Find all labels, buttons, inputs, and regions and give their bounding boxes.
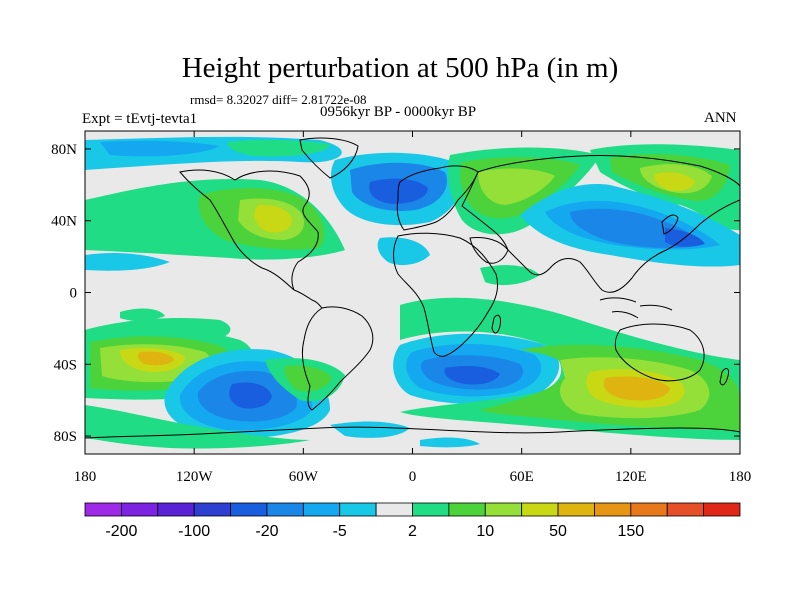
x-tick-label: 180 <box>74 469 97 485</box>
y-tick-label: 40N <box>51 214 77 230</box>
field-northeast-asia-positive-peak <box>654 172 695 191</box>
y-axis-ticks: 80N 40N 0 40S 80S <box>51 142 740 445</box>
colorbar: -200 -100 -20 -5 2 10 50 150 <box>84 502 741 540</box>
colorbar-swatch <box>594 502 632 517</box>
rmsd-diff-stats: rmsd= 8.32027 diff= 2.81722e-08 <box>190 92 367 107</box>
colorbar-swatch <box>84 502 122 517</box>
colorbar-label: 50 <box>549 523 567 540</box>
colorbar-swatch <box>230 502 268 517</box>
coastline-central-america <box>293 289 323 309</box>
colorbar-label: -200 <box>105 523 137 540</box>
colorbar-label: 10 <box>476 523 494 540</box>
coastline-new-zealand <box>719 368 729 386</box>
coastline-antarctica <box>85 426 740 439</box>
field-antarctic-negative <box>330 421 410 438</box>
coastline-arabia <box>469 237 509 264</box>
coastline-south-america <box>301 306 374 411</box>
colorbar-swatch <box>448 502 486 517</box>
field-australia-positive-peak <box>603 376 670 401</box>
coastline-europe <box>396 165 479 231</box>
colorbar-swatch <box>666 502 705 517</box>
colorbar-swatch <box>412 502 450 517</box>
coastline-greenland <box>299 137 359 179</box>
field-central-north-atlantic-negative <box>377 237 430 266</box>
coastline-north-america <box>179 169 319 291</box>
field-south-asia-positive <box>480 265 540 286</box>
y-tick-label: 0 <box>70 286 78 302</box>
colorbar-label: -100 <box>178 523 210 540</box>
x-tick-label: 60E <box>510 469 534 485</box>
colorbar-swatch <box>557 502 595 517</box>
x-tick-label: 120E <box>615 469 647 485</box>
colorbar-swatch <box>703 502 741 517</box>
field-west-pacific-negative <box>85 252 170 271</box>
field-antarctic-east-negative <box>420 437 480 448</box>
coastlines <box>85 137 740 439</box>
field-south-indian-negative-core <box>444 366 500 385</box>
colorbar-swatch <box>630 502 668 517</box>
colorbar-swatch <box>484 502 523 517</box>
colorbar-label: 2 <box>408 523 417 540</box>
colorbar-swatch <box>266 502 304 517</box>
x-tick-label: 60W <box>289 469 319 485</box>
field-equatorial-pacific-small <box>120 308 165 321</box>
y-tick-label: 80S <box>54 429 77 445</box>
colorbar-label: -20 <box>255 523 278 540</box>
field-north-america-positive-peak <box>254 204 292 233</box>
colorbar-swatch <box>157 502 195 517</box>
x-tick-label: 180 <box>729 469 752 485</box>
y-tick-label: 40S <box>54 357 77 373</box>
coastline-asia <box>461 154 740 293</box>
coastline-japan <box>661 214 679 235</box>
colorbar-label: 150 <box>617 523 644 540</box>
x-axis-ticks: 180 120W 60W 0 60E 120E 180 <box>74 131 752 485</box>
x-tick-label: 120W <box>176 469 214 485</box>
colorbar-swatch <box>193 502 231 517</box>
period-label: 0956kyr BP - 0000kyr BP <box>320 104 477 120</box>
experiment-label: Expt = tEvtj-tevta1 <box>82 111 198 127</box>
field-south-pacific-positive-peak <box>137 351 174 366</box>
x-tick-label: 0 <box>409 469 417 485</box>
colorbar-swatch <box>375 502 413 517</box>
field-southeast-pacific-negative-core <box>229 382 272 409</box>
coastline-indonesia <box>599 297 673 319</box>
field-arctic-negative-core <box>100 140 220 157</box>
field-south-atlantic-positive-core <box>284 365 332 392</box>
colorbar-swatch <box>339 502 377 517</box>
coastline-australia <box>614 323 705 382</box>
coastline-africa <box>393 232 499 357</box>
y-tick-label: 80N <box>51 142 77 158</box>
coastline-madagascar <box>491 314 501 334</box>
colorbar-swatch <box>521 502 559 517</box>
plot-title: Height perturbation at 500 hPa (in m) <box>181 52 619 84</box>
colorbar-swatch <box>120 502 159 517</box>
map-field <box>85 131 740 454</box>
field-antarctic-positive <box>85 405 310 449</box>
season-label: ANN <box>704 110 737 126</box>
field-eurasia-positive-core <box>478 168 555 205</box>
colorbar-swatch <box>302 502 341 517</box>
colorbar-label: -5 <box>333 523 347 540</box>
